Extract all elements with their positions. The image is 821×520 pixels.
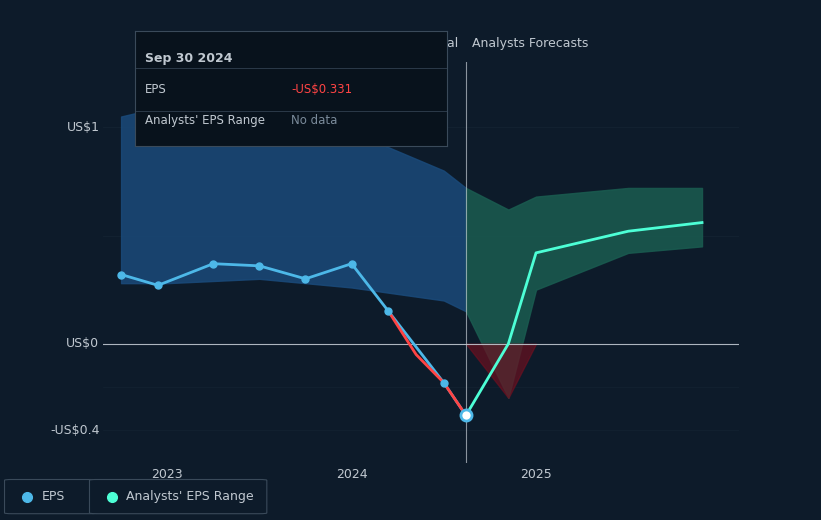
Text: -US$0.331: -US$0.331 [291, 83, 352, 96]
Text: US$1: US$1 [67, 121, 99, 134]
Text: Actual: Actual [420, 37, 460, 50]
Text: Sep 30 2024: Sep 30 2024 [144, 52, 232, 65]
Text: Analysts' EPS Range: Analysts' EPS Range [126, 490, 254, 503]
Text: EPS: EPS [42, 490, 65, 503]
Text: -US$0.4: -US$0.4 [50, 424, 99, 437]
Text: US$0: US$0 [67, 337, 99, 350]
FancyBboxPatch shape [4, 479, 97, 514]
Text: Analysts' EPS Range: Analysts' EPS Range [144, 113, 265, 126]
Text: EPS: EPS [144, 83, 167, 96]
Text: Analysts Forecasts: Analysts Forecasts [472, 37, 589, 50]
Text: No data: No data [291, 113, 337, 126]
FancyBboxPatch shape [89, 479, 267, 514]
